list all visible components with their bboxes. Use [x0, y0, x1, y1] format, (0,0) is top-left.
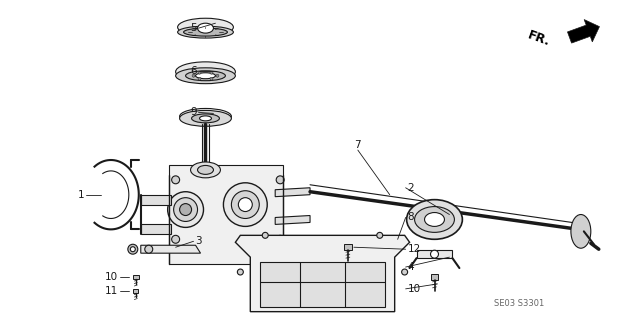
- Text: 3: 3: [196, 236, 202, 246]
- Circle shape: [262, 232, 268, 238]
- Text: 2: 2: [408, 183, 414, 193]
- Polygon shape: [133, 275, 139, 279]
- Ellipse shape: [198, 23, 214, 33]
- Polygon shape: [431, 274, 438, 280]
- Ellipse shape: [180, 204, 191, 216]
- Ellipse shape: [178, 26, 234, 38]
- Text: 9: 9: [190, 108, 196, 117]
- Circle shape: [377, 232, 383, 238]
- Text: 11: 11: [104, 286, 118, 296]
- Circle shape: [276, 176, 284, 184]
- Circle shape: [172, 176, 180, 184]
- Circle shape: [198, 71, 201, 74]
- Ellipse shape: [180, 108, 232, 124]
- Ellipse shape: [191, 114, 220, 123]
- Polygon shape: [141, 195, 171, 204]
- Ellipse shape: [415, 207, 454, 232]
- Circle shape: [145, 245, 153, 253]
- Ellipse shape: [232, 191, 259, 219]
- Text: 8: 8: [408, 212, 414, 222]
- Circle shape: [210, 77, 213, 80]
- Ellipse shape: [198, 166, 214, 174]
- Ellipse shape: [571, 214, 591, 248]
- Text: SE03 S3301: SE03 S3301: [494, 299, 545, 308]
- Text: 5: 5: [190, 23, 196, 33]
- Text: 1: 1: [77, 190, 84, 200]
- Ellipse shape: [180, 110, 232, 126]
- Ellipse shape: [186, 71, 225, 81]
- Circle shape: [210, 71, 213, 74]
- Circle shape: [128, 244, 138, 254]
- Circle shape: [198, 77, 201, 80]
- Ellipse shape: [406, 200, 462, 239]
- Ellipse shape: [184, 28, 227, 36]
- Ellipse shape: [196, 73, 216, 79]
- Ellipse shape: [238, 198, 252, 211]
- Ellipse shape: [168, 192, 204, 227]
- Circle shape: [172, 235, 180, 243]
- Text: FR.: FR.: [526, 29, 552, 49]
- Circle shape: [237, 269, 243, 275]
- Ellipse shape: [424, 212, 444, 226]
- Text: 10: 10: [408, 284, 420, 294]
- Text: 10: 10: [105, 272, 118, 282]
- Circle shape: [192, 74, 195, 77]
- Polygon shape: [344, 244, 352, 250]
- Text: 6: 6: [190, 66, 196, 76]
- Circle shape: [402, 269, 408, 275]
- Text: 4: 4: [408, 262, 414, 272]
- Polygon shape: [260, 262, 385, 307]
- Ellipse shape: [178, 18, 234, 36]
- Polygon shape: [236, 235, 410, 312]
- Polygon shape: [169, 165, 283, 264]
- Ellipse shape: [173, 198, 198, 221]
- Ellipse shape: [175, 62, 236, 82]
- Polygon shape: [568, 19, 600, 43]
- Polygon shape: [141, 225, 171, 234]
- Circle shape: [216, 74, 219, 77]
- Text: 12: 12: [408, 244, 421, 254]
- Polygon shape: [417, 250, 452, 258]
- Circle shape: [276, 235, 284, 243]
- Text: 7: 7: [355, 140, 361, 150]
- Circle shape: [431, 250, 438, 258]
- Ellipse shape: [175, 68, 236, 84]
- Polygon shape: [141, 245, 200, 253]
- Ellipse shape: [191, 162, 220, 178]
- Circle shape: [131, 247, 135, 252]
- Ellipse shape: [223, 183, 268, 226]
- Ellipse shape: [200, 116, 211, 121]
- Polygon shape: [275, 216, 310, 225]
- Polygon shape: [275, 188, 310, 197]
- Polygon shape: [133, 289, 138, 293]
